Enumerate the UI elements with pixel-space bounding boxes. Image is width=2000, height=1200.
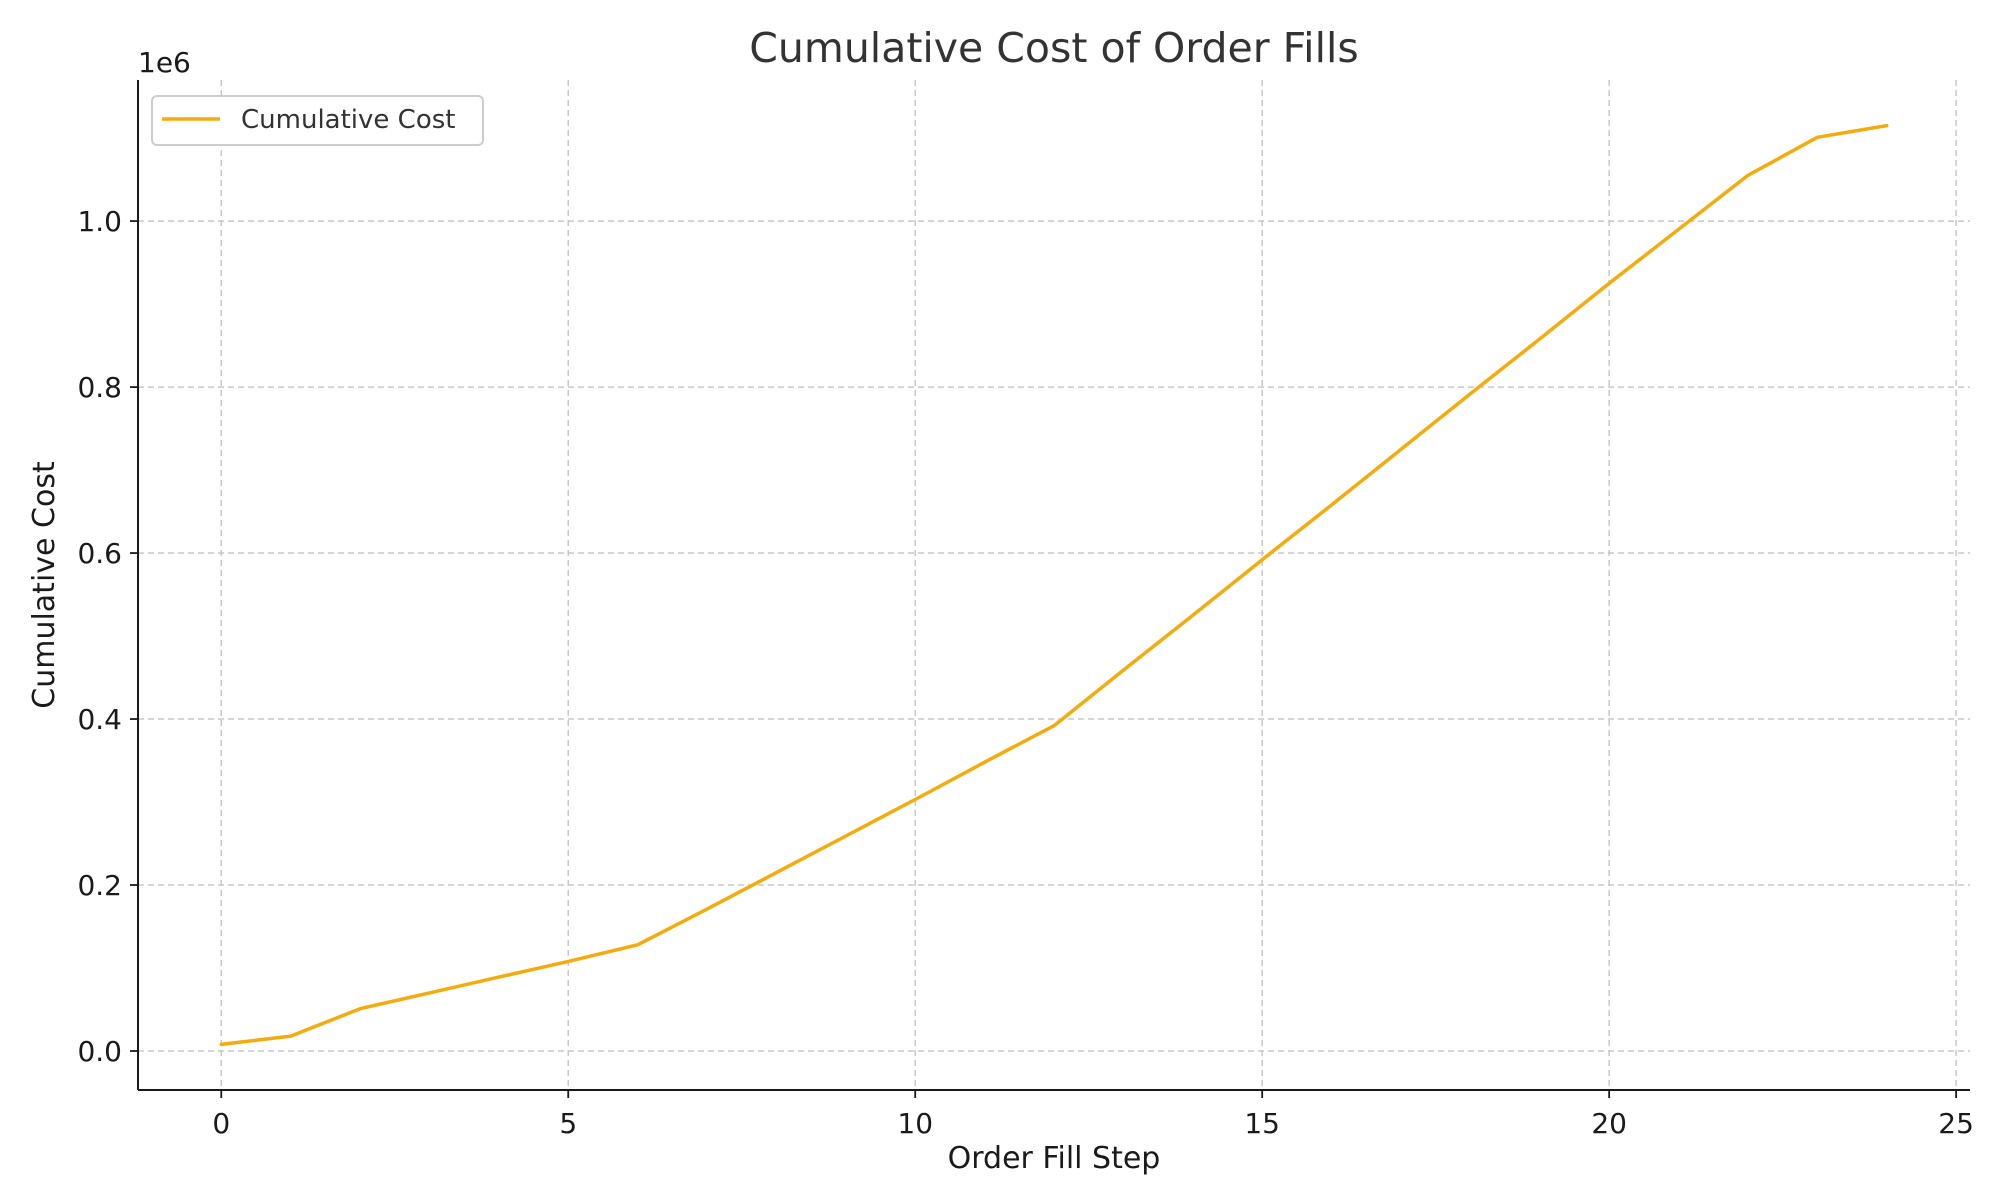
x-tick-label: 0 — [212, 1107, 230, 1140]
y-tick-label: 0.6 — [77, 537, 122, 570]
y-tick-label: 1.0 — [77, 205, 122, 238]
x-tick-label: 25 — [1938, 1107, 1974, 1140]
y-tick-label: 0.4 — [77, 703, 122, 736]
x-tick-label: 5 — [559, 1107, 577, 1140]
legend: Cumulative Cost — [151, 95, 484, 146]
y-tick-label: 0.2 — [77, 869, 122, 902]
grid-layer — [138, 80, 1970, 1090]
series-line-0 — [219, 123, 1889, 1047]
legend-box — [151, 95, 484, 146]
y-tick-label: 0.8 — [77, 371, 122, 404]
series-layer — [219, 123, 1889, 1047]
x-tick-label: 20 — [1591, 1107, 1627, 1140]
axes-layer — [137, 80, 1970, 1091]
y-axis-label: Cumulative Cost — [27, 461, 62, 709]
x-tick-label: 15 — [1244, 1107, 1280, 1140]
y-offset-label: 1e6 — [138, 46, 191, 79]
ticks-layer: 0 5 10 15 20 25 0.0 0.2 0.4 0.6 0.8 1.0 — [77, 205, 1973, 1140]
x-axis-label: Order Fill Step — [948, 1141, 1161, 1176]
chart-title: Cumulative Cost of Order Fills — [749, 24, 1358, 72]
legend-label: Cumulative Cost — [241, 105, 455, 135]
x-tick-label: 10 — [897, 1107, 933, 1140]
y-tick-label: 0.0 — [77, 1035, 122, 1068]
